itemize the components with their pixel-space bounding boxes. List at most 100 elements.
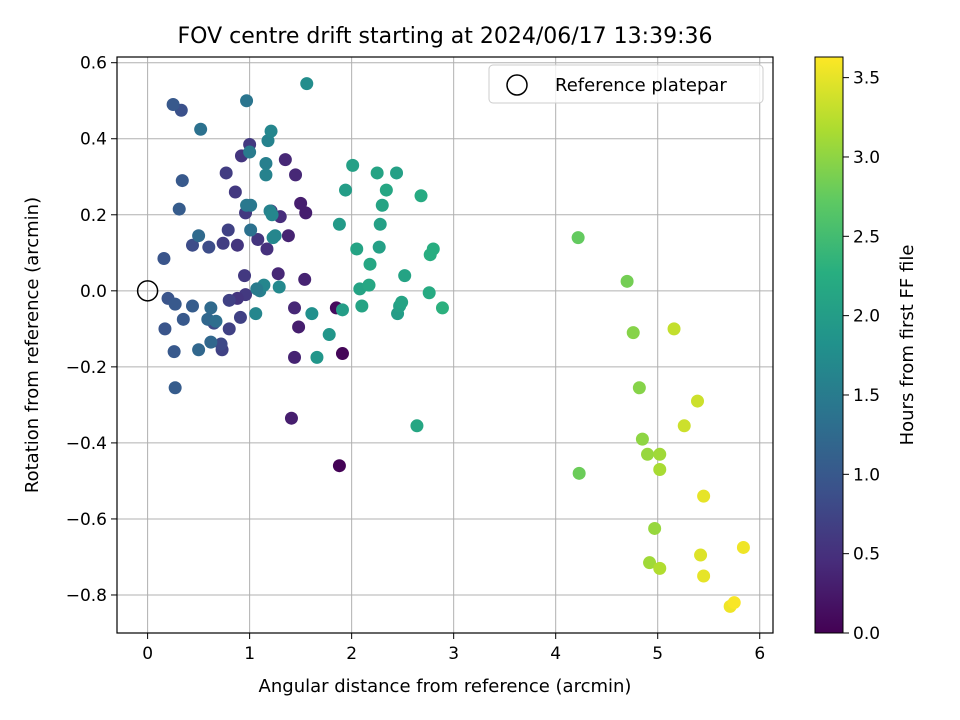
colorbar-tick-label: 2.5 xyxy=(853,227,880,247)
data-point xyxy=(727,596,741,610)
data-point xyxy=(395,295,409,309)
data-point xyxy=(249,307,263,321)
data-point xyxy=(158,322,172,336)
data-point xyxy=(278,153,292,167)
x-tick-label: 3 xyxy=(448,644,459,664)
chart-title: FOV centre drift starting at 2024/06/17 … xyxy=(178,24,713,49)
data-point xyxy=(192,343,206,357)
data-point xyxy=(414,189,428,203)
data-point xyxy=(379,183,393,197)
data-point xyxy=(209,314,223,328)
data-point xyxy=(691,394,705,408)
data-point xyxy=(259,168,273,182)
data-point xyxy=(643,556,657,570)
data-point xyxy=(166,98,180,112)
data-point xyxy=(214,337,228,351)
y-tick-label: 0.0 xyxy=(80,282,107,302)
data-point xyxy=(697,569,711,583)
colorbar-tick-label: 3.0 xyxy=(853,148,880,168)
data-point xyxy=(648,521,662,535)
data-point xyxy=(251,232,265,246)
data-point xyxy=(626,326,640,340)
colorbar-ticks: 0.0 0.5 1.0 1.5 2.0 2.5 3.0 3.5 xyxy=(843,69,880,644)
data-point xyxy=(221,223,235,237)
data-point xyxy=(268,229,282,243)
data-point xyxy=(571,231,585,245)
y-tick-label: 0.4 xyxy=(80,130,107,150)
x-axis-ticks: 0 1 2 3 4 5 6 xyxy=(142,633,765,664)
colorbar xyxy=(814,56,844,634)
data-point xyxy=(260,242,274,256)
data-point xyxy=(375,198,389,212)
data-point xyxy=(310,350,324,364)
data-point xyxy=(204,301,218,315)
data-point xyxy=(222,322,236,336)
data-point xyxy=(167,345,181,359)
data-point xyxy=(192,229,206,243)
legend-reference-icon xyxy=(506,74,528,96)
data-point xyxy=(677,419,691,433)
data-point xyxy=(202,240,216,254)
data-point xyxy=(390,166,404,180)
data-point xyxy=(233,310,247,324)
x-tick-label: 2 xyxy=(346,644,357,664)
y-tick-label: −0.6 xyxy=(66,510,107,530)
colorbar-tick-label: 3.5 xyxy=(853,69,880,89)
data-point xyxy=(288,350,302,364)
data-point xyxy=(410,419,424,433)
y-axis-label: Rotation from reference (arcmin) xyxy=(22,197,43,493)
data-points xyxy=(157,77,750,613)
data-point xyxy=(292,320,306,334)
data-point xyxy=(219,166,233,180)
data-point xyxy=(244,198,258,212)
data-point xyxy=(370,166,384,180)
data-point xyxy=(350,242,364,256)
data-point xyxy=(422,286,436,300)
data-point xyxy=(426,242,440,256)
data-point xyxy=(289,168,303,182)
y-axis-ticks: 0.6 0.4 0.2 0.0 −0.2 −0.4 −0.6 −0.8 xyxy=(66,54,117,606)
data-point xyxy=(697,489,711,503)
data-point xyxy=(244,223,258,237)
y-tick-label: 0.2 xyxy=(80,206,107,226)
data-point xyxy=(168,297,182,311)
data-point xyxy=(272,280,286,294)
colorbar-tick-label: 0.0 xyxy=(853,624,880,644)
colorbar-tick-label: 0.5 xyxy=(853,545,880,565)
data-point xyxy=(641,447,655,461)
x-tick-label: 4 xyxy=(550,644,561,664)
data-point xyxy=(264,124,278,138)
data-point xyxy=(335,303,349,317)
data-point xyxy=(667,322,681,336)
legend-reference-label: Reference platepar xyxy=(555,75,727,96)
data-point xyxy=(398,269,412,283)
data-point xyxy=(238,269,252,283)
data-point xyxy=(632,381,646,395)
data-point xyxy=(694,548,708,562)
data-point xyxy=(172,202,186,216)
y-tick-label: −0.2 xyxy=(66,358,107,378)
y-tick-label: 0.6 xyxy=(80,54,107,74)
data-point xyxy=(243,145,257,159)
data-point xyxy=(653,561,667,575)
data-point xyxy=(194,122,208,136)
data-point xyxy=(271,267,285,281)
reference-point-marker xyxy=(136,280,159,302)
data-point xyxy=(176,312,190,326)
data-point xyxy=(355,299,369,313)
data-point xyxy=(228,185,242,199)
x-tick-label: 5 xyxy=(652,644,663,664)
data-point xyxy=(620,274,634,288)
data-point xyxy=(265,208,279,222)
data-point xyxy=(653,447,667,461)
y-tick-label: −0.4 xyxy=(66,434,107,454)
data-point xyxy=(572,466,586,480)
data-point xyxy=(185,299,199,313)
data-point xyxy=(250,282,264,296)
data-point xyxy=(339,183,353,197)
colorbar-tick-label: 2.0 xyxy=(853,307,880,327)
data-point xyxy=(284,411,298,425)
data-point xyxy=(299,206,313,220)
data-point xyxy=(335,347,349,361)
